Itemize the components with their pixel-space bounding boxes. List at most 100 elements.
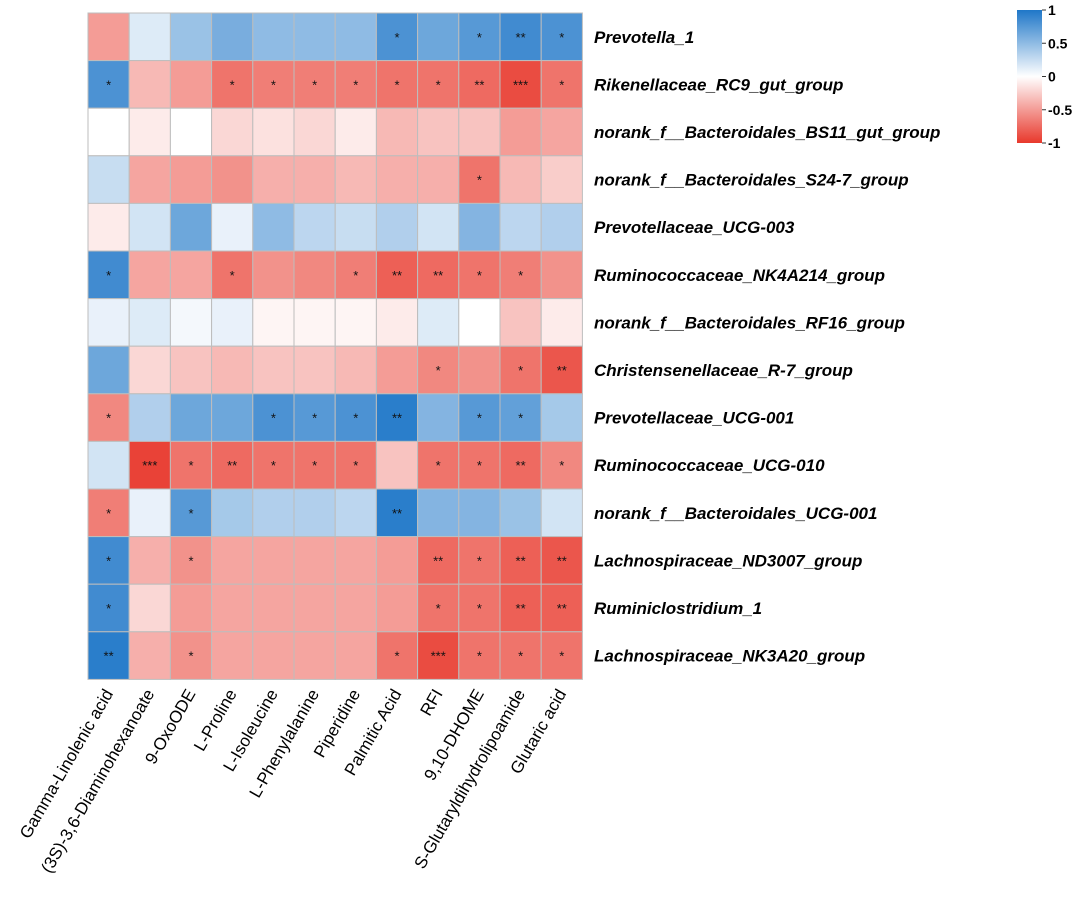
heatmap-cell [417,155,460,204]
heatmap-cell [169,583,213,633]
heatmap-cell [252,440,295,490]
heatmap-cell [252,536,295,585]
heatmap-cell [458,12,501,62]
significance-marker: * [559,30,564,45]
row-label: Ruminococcaceae_NK4A214_group [594,266,885,285]
heatmap-cell [375,583,419,633]
row-labels: Prevotella_1 Rikenellaceae_RC9_gut_groupn… [594,28,940,666]
heatmap-cell [128,298,171,347]
heatmap-cell [334,536,377,585]
heatmap-cell [211,583,254,633]
significance-marker: * [353,411,358,426]
heatmap-cell [334,393,377,442]
heatmap-cell [540,583,583,633]
heatmap-cell [211,488,254,538]
heatmap-cell [169,536,213,585]
heatmap-cell [540,60,583,109]
heatmap-cell [540,440,583,490]
heatmap-cell [540,202,583,252]
significance-marker: * [436,601,441,616]
heatmap-cell [375,60,419,109]
heatmap-cell [128,155,171,204]
significance-marker: * [477,268,482,283]
row-label: norank_f__Bacteroidales_S24-7_group [594,171,909,190]
heatmap-cell [293,298,336,347]
significance-marker: * [106,268,111,283]
heatmap-cell [293,583,336,633]
legend-colorbar [1017,10,1042,143]
heatmap-cell [417,202,460,252]
heatmap-cell [417,298,460,347]
heatmap-cell [128,107,171,157]
heatmap-cell [169,202,213,252]
heatmap-cell [540,12,583,62]
significance-marker: *** [431,649,446,664]
significance-marker: ** [516,458,526,473]
significance-marker: * [394,30,399,45]
heatmap-cell [252,631,295,680]
heatmap-cell [211,60,254,109]
heatmap-cell [499,250,542,300]
heatmap-cell [169,298,213,347]
heatmap-cell [87,440,130,490]
significance-marker: * [518,649,523,664]
heatmap-cell [375,345,419,395]
heatmap-cell [252,12,295,62]
heatmap-cell [375,536,419,585]
heatmap-cell [211,536,254,585]
row-label: Ruminococcaceae_UCG-010 [594,456,825,475]
heatmap-cell [540,155,583,204]
heatmap-cell [417,12,460,62]
row-label: norank_f__Bacteroidales_RF16_group [594,313,905,332]
significance-marker: * [312,458,317,473]
heatmap-cell [499,202,542,252]
heatmap-cell [334,107,377,157]
heatmap-cell [211,202,254,252]
significance-marker: * [394,649,399,664]
significance-marker: * [188,649,193,664]
heatmap-cell [334,583,377,633]
heatmap-cell [458,393,501,442]
heatmap-cell [540,631,583,680]
heatmap-cell [128,202,171,252]
heatmap-cell [417,488,460,538]
significance-marker: ** [392,268,402,283]
heatmap-cell [87,536,130,585]
heatmap-cell [375,155,419,204]
heatmap-cell [417,583,460,633]
heatmap-cell [128,583,171,633]
heatmap-cell [540,488,583,538]
significance-marker: * [436,458,441,473]
significance-marker: * [106,601,111,616]
heatmap-cell [293,393,336,442]
heatmap-cell [293,202,336,252]
heatmap-cell [499,107,542,157]
heatmap-cell [293,12,336,62]
heatmap-cell [128,631,171,680]
heatmap-cell [375,202,419,252]
heatmap-cell [375,631,419,680]
legend-tick-label: -1 [1048,135,1061,151]
row-label: Lachnospiraceae_ND3007_group [594,551,862,570]
significance-marker: * [436,77,441,92]
heatmap-cell [293,631,336,680]
heatmap-cell [334,298,377,347]
heatmap-cell [169,12,213,62]
significance-marker: * [106,553,111,568]
row-label: Lachnospiraceae_NK3A20_group [594,647,865,666]
heatmap-cell [169,250,213,300]
color-legend: 1 0.5 0 -0.5 -1 [1017,2,1072,151]
heatmap-cell [252,488,295,538]
significance-marker: ** [557,363,567,378]
significance-marker: * [271,458,276,473]
heatmap-cell [128,488,171,538]
significance-marker: * [353,458,358,473]
row-label: Prevotella_1 [594,28,694,47]
row-label: Christensenellaceae_R-7_group [594,361,853,380]
significance-marker: * [477,649,482,664]
heatmap-cell [540,298,583,347]
heatmap-cell [169,393,213,442]
column-labels: Gamma-Linolenic acid(3S)-3,6-Diaminohexa… [16,686,570,876]
heatmap-cell [293,155,336,204]
heatmap-cell [540,536,583,585]
